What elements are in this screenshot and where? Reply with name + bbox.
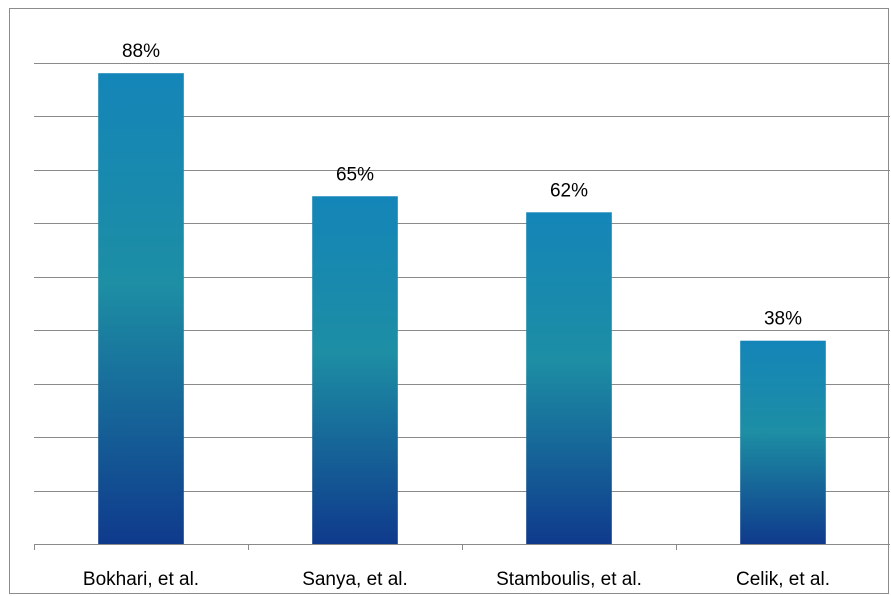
- x-axis: [34, 544, 890, 550]
- bar: [98, 73, 184, 544]
- data-labels: 88% 65% 62% 38%: [122, 41, 802, 330]
- bars: [98, 73, 826, 545]
- data-label: 38%: [764, 309, 802, 330]
- category-label: Sanya, et al.: [302, 569, 408, 590]
- bar: [312, 196, 398, 544]
- category-label: Celik, et al.: [736, 569, 830, 590]
- data-label: 88%: [122, 41, 160, 62]
- category-label: Bokhari, et al.: [83, 569, 199, 590]
- bar: [740, 340, 826, 544]
- bar: [526, 212, 612, 545]
- data-label: 62%: [550, 180, 588, 201]
- data-label: 65%: [336, 164, 374, 185]
- category-labels: Bokhari, et al. Sanya, et al. Stamboulis, …: [83, 569, 830, 590]
- category-label: Stamboulis, et al.: [496, 569, 642, 590]
- bar-chart: 88% 65% 62% 38% Bokhari, et al. Sanya, et al…: [34, 41, 890, 590]
- chart-frame: 88% 65% 62% 38% Bokhari, et al. Sanya, et al…: [9, 8, 890, 594]
